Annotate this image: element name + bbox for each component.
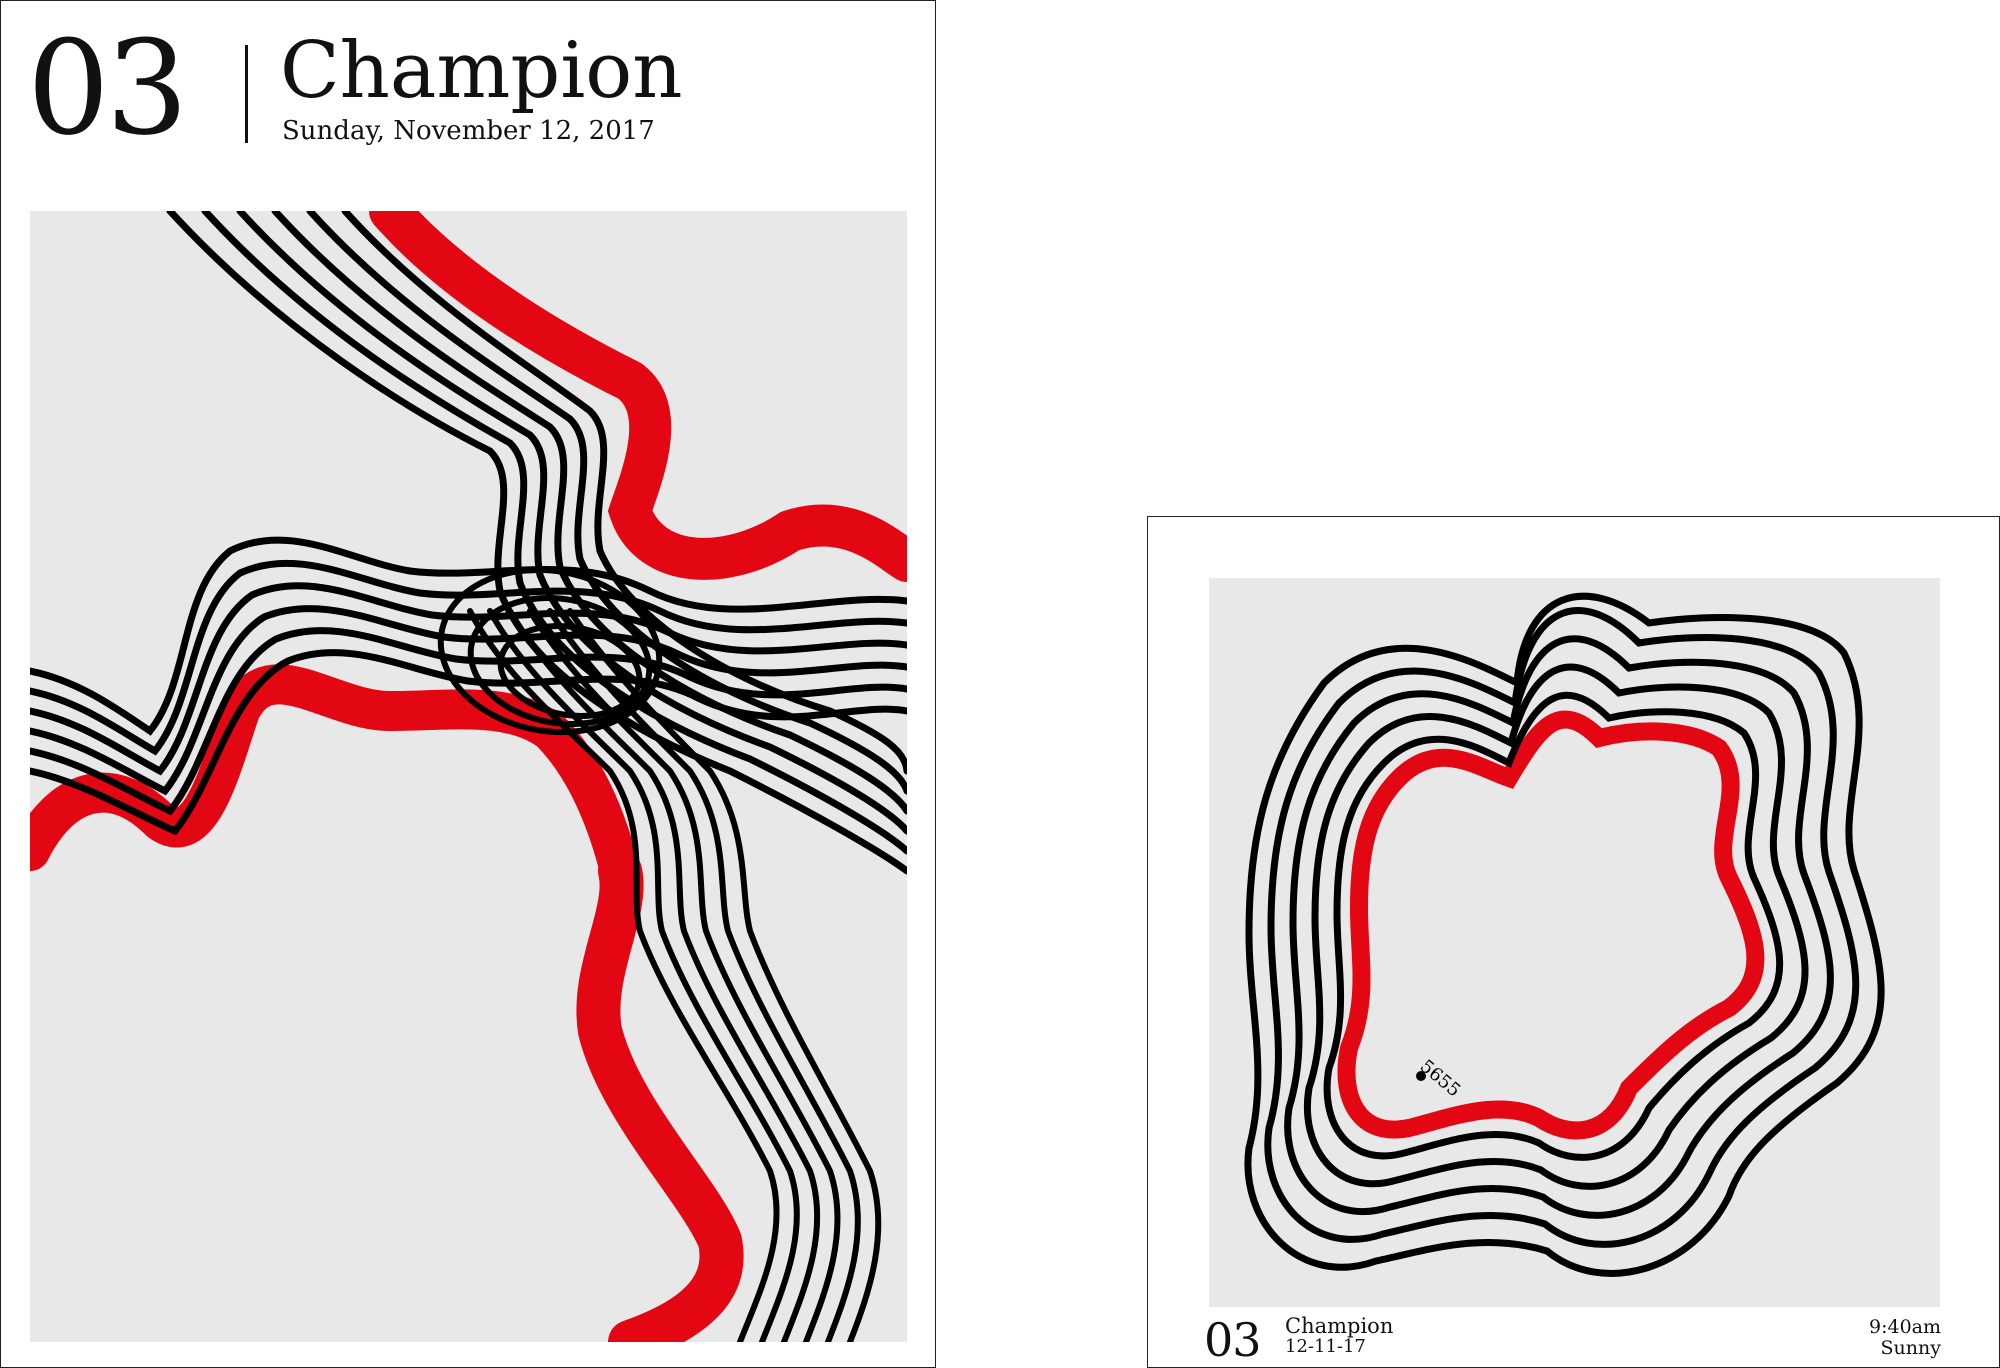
- poster-title-small: Champion: [1285, 1314, 1394, 1338]
- poster-date-small: 12-11-17: [1285, 1336, 1366, 1357]
- black-line-bundle-vertical: [467, 608, 882, 1342]
- title-divider: [245, 45, 248, 143]
- red-ribbon-lower: [576, 849, 744, 1342]
- poster-weather: Sunny: [1880, 1337, 1941, 1359]
- contour-ring-graphic: 5655: [1244, 592, 1885, 1277]
- black-line-bundle-horizontal: [30, 536, 907, 836]
- black-ring-bundle: [1244, 592, 1885, 1277]
- contour-artwork-small: 5655: [1209, 578, 1940, 1307]
- poster-date: Sunday, November 12, 2017: [282, 116, 655, 146]
- poster-time: 9:40am: [1868, 1316, 1941, 1338]
- poster-number-small: 03: [1204, 1313, 1262, 1367]
- red-ribbon-left: [30, 664, 640, 891]
- black-line-knot: [437, 566, 663, 736]
- location-dot: [1416, 1071, 1426, 1081]
- poster-small: 5655 03 Champion 12-11-17 9:40am Sunny: [1147, 516, 2000, 1368]
- contour-lines-graphic: [30, 211, 907, 1342]
- poster-large: 03 Champion Sunday, November 12, 2017: [0, 0, 936, 1368]
- red-ribbon-upper: [369, 211, 907, 582]
- poster-title: Champion: [280, 26, 683, 116]
- red-inner-ring: [1337, 710, 1765, 1140]
- poster-number: 03: [27, 12, 188, 164]
- contour-artwork: [30, 211, 907, 1342]
